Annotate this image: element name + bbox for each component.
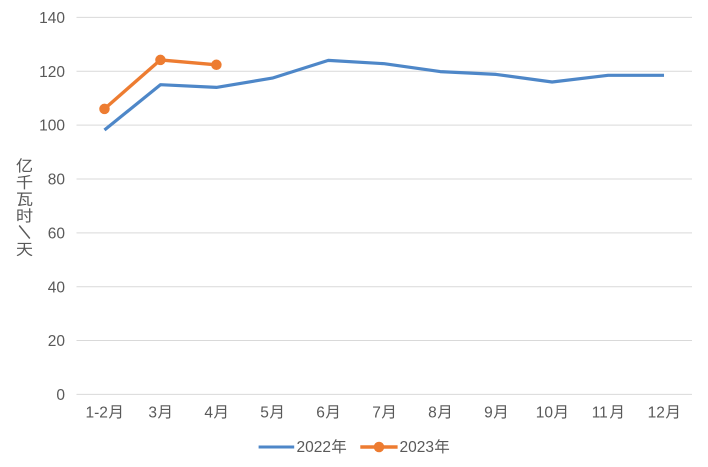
svg-text:80: 80 xyxy=(48,172,66,189)
svg-text:2022: 2022 xyxy=(297,439,331,456)
svg-text:12: 12 xyxy=(648,404,665,421)
svg-text:6: 6 xyxy=(316,404,325,421)
svg-text:0: 0 xyxy=(56,387,65,404)
svg-text:11: 11 xyxy=(592,404,608,421)
svg-text:60: 60 xyxy=(48,225,66,242)
svg-text:8: 8 xyxy=(428,404,437,421)
svg-text:9: 9 xyxy=(484,404,493,421)
svg-text:40: 40 xyxy=(48,279,66,296)
svg-text:3: 3 xyxy=(148,404,157,421)
svg-text:4: 4 xyxy=(204,404,213,421)
svg-text:5: 5 xyxy=(260,404,269,421)
svg-text:100: 100 xyxy=(39,118,65,135)
svg-text:7: 7 xyxy=(372,404,381,421)
svg-text:20: 20 xyxy=(48,333,66,350)
svg-text:1-2: 1-2 xyxy=(86,404,108,421)
svg-text:2023: 2023 xyxy=(400,439,434,456)
svg-text:10: 10 xyxy=(536,404,554,421)
svg-text:140: 140 xyxy=(39,10,65,27)
svg-text:120: 120 xyxy=(39,64,65,81)
